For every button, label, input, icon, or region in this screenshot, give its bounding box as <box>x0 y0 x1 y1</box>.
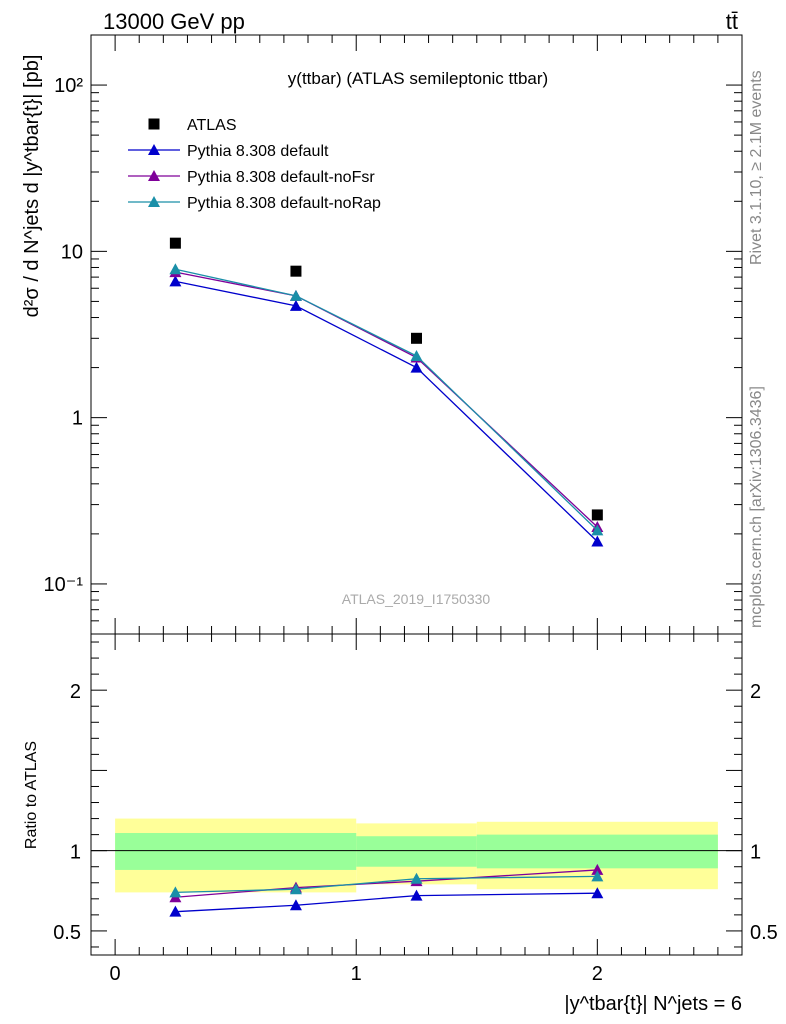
y-tick-label: 10² <box>54 75 83 97</box>
data-point-pythia-8-308-default-norap <box>289 289 302 301</box>
legend-label: Pythia 8.308 default-noRap <box>187 195 381 212</box>
ratio-point-pythia-8-308-default-norap <box>289 883 302 895</box>
series-line-pythia-8-308-default-norap <box>175 268 598 531</box>
ratio-panel: 0.5 0.5 1 1 2 2 0 1 2 Ratio to ATLAS |y^tbar{t}|… <box>23 633 778 1015</box>
ratio-y-axis-label: Ratio to ATLAS <box>23 741 40 849</box>
legend: ATLAS Pythia 8.308 default Pythia 8.308 de… <box>128 117 381 212</box>
main-title: y(ttbar) (ATLAS semileptonic ttbar) <box>288 69 548 88</box>
y-tick-label: 10 <box>61 241 83 263</box>
ratio-point-pythia-8-308-default <box>289 899 302 911</box>
ratio-y-tick-label: 2 <box>70 681 81 703</box>
legend-marker <box>148 170 160 181</box>
data-point-pythia-8-308-default <box>591 535 604 547</box>
legend-label: Pythia 8.308 default-noFsr <box>187 169 375 186</box>
legend-marker <box>148 144 160 155</box>
energy-label: 13000 GeV pp <box>103 9 245 34</box>
ratio-y-tick-label: 1 <box>70 842 81 864</box>
data-point-atlas <box>290 265 302 277</box>
ratio-line-pythia-8-308-default-norap <box>175 875 598 894</box>
series-line-pythia-8-308-default <box>175 280 598 542</box>
ratio-line-pythia-8-308-default <box>175 892 598 913</box>
stat-uncertainty-band <box>356 836 477 867</box>
ratio-y-tick-label: 0.5 <box>53 922 81 944</box>
data-point-pythia-8-308-default-norap <box>169 263 182 275</box>
source-label: mcplots.cern.ch [arXiv:1306.3436] <box>748 386 765 628</box>
y-tick-label: 10⁻¹ <box>44 574 84 596</box>
ratio-y-tick-label-right: 2 <box>750 681 761 703</box>
ratio-point-pythia-8-308-default-nofsr <box>591 863 604 875</box>
series-line-pythia-8-308-default-nofsr <box>175 271 598 528</box>
data-point-pythia-8-308-default <box>289 299 302 311</box>
data-point-pythia-8-308-default-norap <box>410 349 423 361</box>
ratio-y-tick-label-right: 0.5 <box>750 922 778 944</box>
data-point-pythia-8-308-default-norap <box>591 524 604 536</box>
stat-uncertainty-band <box>476 834 718 869</box>
main-data-layer <box>169 237 604 547</box>
ratio-point-pythia-8-308-default-norap <box>169 886 182 898</box>
ratio-point-pythia-8-308-default <box>169 905 182 917</box>
data-point-atlas <box>169 237 181 249</box>
ratio-point-pythia-8-308-default <box>410 889 423 901</box>
ratio-point-pythia-8-308-default-norap <box>591 870 604 882</box>
legend-marker <box>148 118 160 130</box>
main-axes: 10⁻¹ 1 10 10² <box>44 34 743 635</box>
ratio-point-pythia-8-308-default <box>591 887 604 899</box>
ratio-data-layer <box>169 863 604 917</box>
x-tick-label: 2 <box>592 963 603 985</box>
ratio-y-tick-label-right: 1 <box>750 842 761 864</box>
data-point-pythia-8-308-default <box>169 275 182 287</box>
x-tick-label: 1 <box>351 963 362 985</box>
x-tick-label: 0 <box>110 963 121 985</box>
ratio-frame <box>90 633 743 956</box>
ratio-axes: 0.5 0.5 1 1 2 2 0 1 2 <box>53 633 778 985</box>
ratio-x-axis-label: |y^tbar{t}| N^jets = 6 <box>564 993 742 1015</box>
y-tick-label: 1 <box>72 408 83 430</box>
rivet-label: Rivet 3.1.10, ≥ 2.1M events <box>748 70 765 265</box>
watermark: ATLAS_2019_I1750330 <box>342 591 491 607</box>
data-point-atlas <box>591 509 603 521</box>
ratio-point-pythia-8-308-default-norap <box>410 872 423 884</box>
main-panel: 10⁻¹ 1 10 10² y(ttbar) (ATLAS semileptonic … <box>21 34 743 635</box>
process-label: tt̄ <box>726 9 738 34</box>
legend-label: Pythia 8.308 default <box>187 143 329 160</box>
main-y-axis-label: d²σ / d N^jets d |y^tbar{t}| [pb] <box>21 55 43 318</box>
legend-label: ATLAS <box>187 117 237 134</box>
data-point-atlas <box>411 332 422 344</box>
stat-uncertainty-band <box>115 833 357 870</box>
data-point-pythia-8-308-default <box>410 361 423 373</box>
legend-marker <box>148 196 160 207</box>
